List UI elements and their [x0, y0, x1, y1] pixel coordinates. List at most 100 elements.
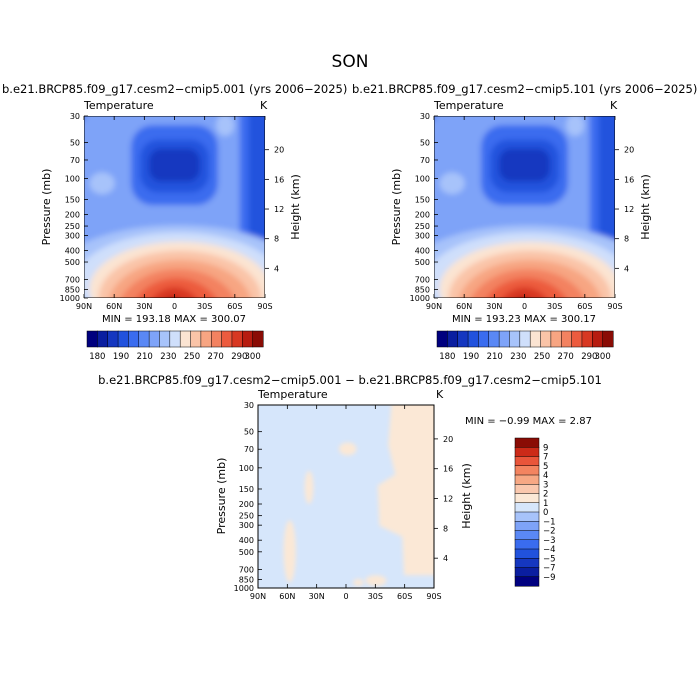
colorbar-swatch: [447, 330, 459, 348]
y2-tick-label: 12: [274, 205, 284, 214]
y-tick-label: 300: [415, 232, 430, 241]
colorbar-swatch: [514, 465, 540, 476]
colorbar-swatch: [117, 330, 129, 348]
colorbar-swatch: [179, 330, 192, 348]
y-tick-label: 70: [420, 156, 430, 165]
colorbar-swatch: [550, 330, 562, 348]
panel-1-minmax: MIN = 193.18 MAX = 300.07: [102, 314, 246, 325]
y-tick-label: 850: [415, 286, 430, 295]
colorbar-swatch: [581, 330, 593, 348]
colorbar-swatch: [514, 548, 540, 559]
colorbar-label: 4: [543, 471, 548, 481]
x-tick-label: 90S: [426, 592, 441, 601]
colorbar-label: 3: [543, 480, 548, 490]
panel-1-title: b.e21.BRCP85.f09_g17.cesm2−cmip5.001 (yr…: [2, 82, 348, 96]
colorbar-label: −5: [543, 554, 556, 564]
y-tick-label: 200: [415, 210, 430, 219]
y-tick-label: 400: [239, 536, 254, 545]
y-tick-label: 200: [65, 210, 80, 219]
y-tick-label: 100: [415, 174, 430, 183]
panel-1-ylabel: Pressure (mb): [40, 169, 53, 246]
colorbar-swatch: [514, 521, 540, 532]
panel-2-contours: [434, 116, 615, 298]
y2-tick-label: 8: [624, 235, 629, 244]
panel-1-plot: [84, 116, 265, 298]
colorbar-swatch: [514, 576, 540, 587]
colorbar-label: 300: [245, 352, 261, 362]
colorbar-swatch: [514, 567, 540, 578]
x-tick-label: 90S: [257, 302, 272, 311]
colorbar-label: −2: [543, 527, 556, 537]
colorbar-swatch: [514, 558, 540, 569]
colorbar-swatch: [514, 484, 540, 495]
x-tick-label: 0: [343, 592, 348, 601]
y2-tick-label: 12: [624, 205, 634, 214]
colorbar-swatch: [148, 330, 161, 348]
x-tick-label: 30N: [309, 592, 325, 601]
y-tick-label: 250: [415, 222, 430, 231]
y-tick-label: 150: [239, 485, 254, 494]
diff-band-positive: [365, 575, 387, 587]
colorbar-label: −1: [543, 517, 556, 527]
band: [152, 287, 197, 298]
panel-1-variable-label: Temperature: [83, 99, 154, 112]
y-tick-label: 50: [420, 139, 430, 148]
panel-3-axes: 90N 60N 30N 0 30S 60S 90S 30 50 70 100 150 200 250300…: [234, 401, 454, 601]
colorbar-swatch: [107, 330, 119, 348]
colorbar-swatch: [478, 330, 490, 348]
x-tick-label: 0: [172, 302, 177, 311]
colorbar-label: 5: [543, 462, 548, 472]
colorbar-swatch: [436, 330, 448, 348]
colorbar-swatch: [592, 330, 604, 348]
y-tick-label: 850: [65, 286, 80, 295]
y-tick-label: 1000: [234, 584, 254, 593]
y-tick-label: 70: [244, 445, 254, 454]
colorbar-swatch: [560, 330, 573, 348]
x-tick-label: 30S: [547, 302, 562, 311]
colorbar-swatch: [488, 330, 500, 348]
colorbar-swatch: [529, 330, 542, 348]
band: [248, 116, 265, 252]
y-tick-label: 400: [415, 246, 430, 255]
colorbar-swatch: [169, 330, 181, 348]
colorbar-swatch: [190, 330, 202, 348]
panel-1-units-label: K: [260, 99, 268, 112]
x-tick-label: 60S: [577, 302, 592, 311]
colorbar-label: 230: [160, 352, 176, 362]
colorbar-swatch: [602, 330, 614, 348]
panel-2-plot: [434, 116, 615, 298]
y2-tick-label: 8: [443, 524, 448, 533]
y2-tick-label: 4: [443, 554, 448, 563]
band: [598, 116, 615, 252]
x-tick-label: 90N: [250, 592, 266, 601]
panel-2-variable-label: Temperature: [433, 99, 504, 112]
y-tick-label: 100: [239, 464, 254, 473]
y-tick-label: 700: [65, 275, 80, 284]
colorbar-label: 230: [510, 352, 526, 362]
y-tick-label: 250: [239, 512, 254, 521]
panel-3-plot: [258, 405, 434, 588]
colorbar-swatch: [514, 539, 540, 550]
diff-bands: [283, 405, 434, 587]
y2-tick-label: 4: [624, 264, 629, 273]
band: [89, 172, 115, 195]
y2-tick-label: 20: [274, 146, 284, 155]
x-tick-label: 60N: [279, 592, 295, 601]
plot-frame: [257, 404, 435, 589]
diff-band-positive: [304, 470, 314, 504]
colorbar-swatch: [200, 330, 212, 348]
colorbar-swatch: [231, 330, 243, 348]
colorbar-swatch: [498, 330, 511, 348]
band: [566, 116, 585, 137]
y-tick-label: 1000: [60, 294, 80, 303]
colorbar-swatch: [128, 330, 140, 348]
y-tick-label: 500: [239, 548, 254, 557]
colorbar-label: 210: [487, 352, 503, 362]
y-tick-label: 700: [415, 275, 430, 284]
y-tick-label: 30: [70, 112, 80, 121]
y2-tick-label: 20: [443, 435, 453, 444]
y-tick-label: 700: [239, 565, 254, 574]
y-tick-label: 500: [415, 258, 430, 267]
x-tick-label: 0: [522, 302, 527, 311]
